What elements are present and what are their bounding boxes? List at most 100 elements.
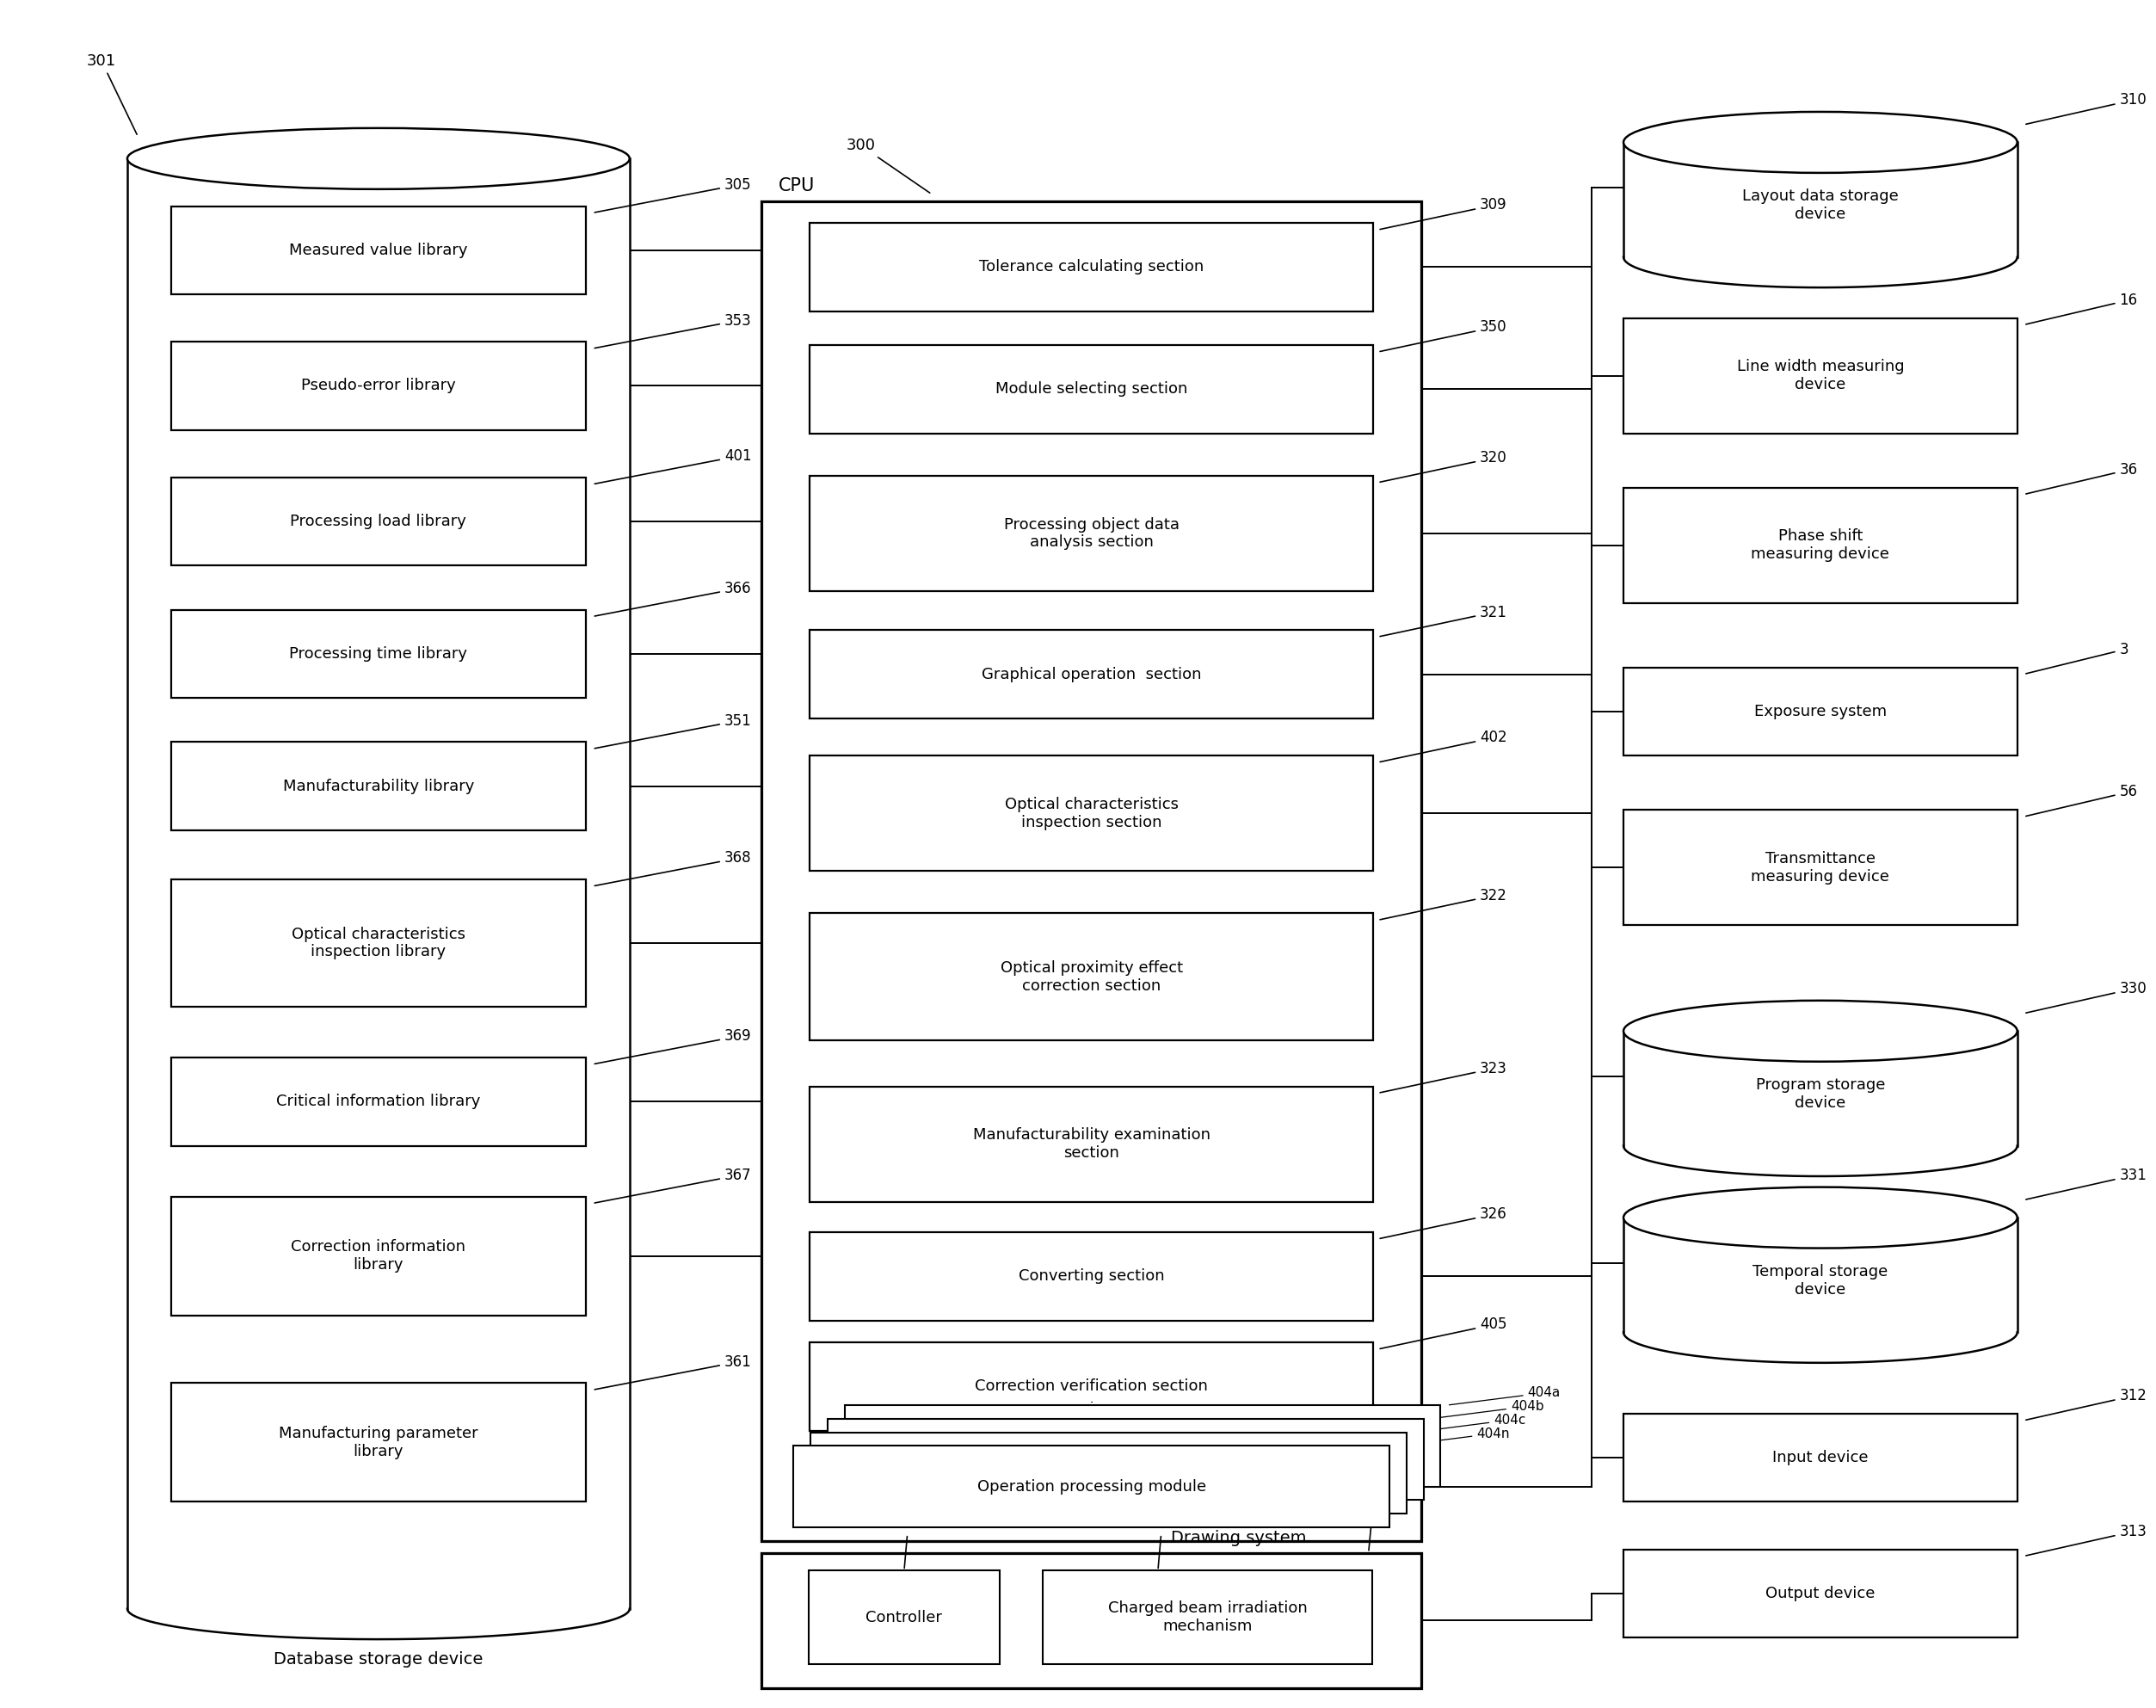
Text: Critical information library: Critical information library [276,1093,481,1110]
Bar [170,610,586,699]
Bar [808,477,1373,591]
Text: 350: 350 [1380,319,1507,352]
Bar [808,755,1373,871]
Text: Input device: Input device [1772,1450,1869,1465]
Text: Optical characteristics
inspection library: Optical characteristics inspection libra… [291,926,466,960]
Bar [1623,1414,2018,1501]
Text: Processing load library: Processing load library [291,514,466,529]
Ellipse shape [1623,1001,2018,1062]
Ellipse shape [1623,1187,2018,1249]
Bar [170,741,586,830]
Bar [808,224,1373,311]
Text: 331: 331 [2027,1168,2147,1199]
Bar [808,630,1373,719]
Text: Processing object data
analysis section: Processing object data analysis section [1005,518,1179,550]
Text: Charged beam irradiation
mechanism: Charged beam irradiation mechanism [1108,1600,1307,1635]
Bar [1623,1032,2018,1146]
Bar [170,1383,586,1501]
Bar [793,1447,1388,1527]
Text: 353: 353 [595,313,752,348]
Bar [1623,668,2018,755]
Text: Phase shift
measuring device: Phase shift measuring device [1751,529,1889,562]
Text: 366: 366 [595,581,752,617]
Text: Pseudo-error library: Pseudo-error library [302,377,455,393]
Text: Operation processing module: Operation processing module [977,1479,1205,1494]
Text: 404a: 404a [1449,1387,1561,1406]
Text: 310: 310 [2027,92,2147,125]
Text: 326: 326 [1380,1206,1507,1238]
Text: 231: 231 [893,1517,923,1568]
Text: 351: 351 [595,712,752,748]
Bar [170,1197,586,1315]
Text: 404c: 404c [1414,1414,1526,1431]
Bar [761,1553,1421,1689]
Text: 401: 401 [595,449,752,483]
Bar [808,1571,1000,1664]
Text: Exposure system: Exposure system [1755,704,1886,719]
Bar [808,345,1373,434]
Bar [1623,1549,2018,1638]
Bar [808,1086,1373,1202]
Text: 301: 301 [86,53,136,135]
Bar [811,1433,1406,1513]
Text: 405: 405 [1380,1317,1507,1349]
Bar [1623,488,2018,603]
Text: CPU: CPU [778,178,815,195]
Text: 56: 56 [2027,784,2137,816]
Text: Manufacturing parameter
library: Manufacturing parameter library [278,1426,479,1459]
Text: 367: 367 [595,1168,752,1202]
Bar [808,914,1373,1040]
Bar [1623,1218,2018,1332]
Text: Manufacturability library: Manufacturability library [282,779,474,794]
Text: 36: 36 [2027,463,2137,494]
Text: 323: 323 [1380,1061,1507,1093]
Text: 312: 312 [2027,1389,2147,1419]
Text: Layout data storage
device: Layout data storage device [1742,188,1899,222]
Text: 404b: 404b [1432,1401,1544,1418]
Text: 313: 313 [2027,1524,2147,1556]
Text: Correction information
library: Correction information library [291,1240,466,1272]
Text: Tolerance calculating section: Tolerance calculating section [979,260,1203,275]
Text: Module selecting section: Module selecting section [996,381,1188,396]
Text: Manufacturability examination
section: Manufacturability examination section [972,1127,1210,1161]
Text: 309: 309 [1380,198,1507,229]
Bar [808,1231,1373,1320]
Text: Optical proximity effect
correction section: Optical proximity effect correction sect… [1000,960,1184,994]
Text: 404n: 404n [1397,1428,1509,1445]
Text: Processing time library: Processing time library [289,646,468,661]
Text: 230: 230 [1147,1517,1177,1568]
Ellipse shape [1623,111,2018,173]
Text: 4: 4 [1369,1493,1378,1551]
Text: 305: 305 [595,178,752,212]
Text: 368: 368 [595,851,752,886]
Text: Graphical operation  section: Graphical operation section [981,666,1201,681]
Text: Transmittance
measuring device: Transmittance measuring device [1751,851,1889,885]
Bar [808,1342,1373,1431]
Text: Optical characteristics
inspection section: Optical characteristics inspection secti… [1005,796,1179,830]
Bar [170,342,586,430]
Bar [170,880,586,1006]
Bar [828,1419,1423,1500]
Text: 369: 369 [595,1028,752,1064]
Text: Correction verification section: Correction verification section [975,1378,1207,1394]
Bar [127,159,630,1609]
Text: 16: 16 [2027,292,2137,325]
Bar [1623,318,2018,434]
Text: Converting section: Converting section [1018,1269,1164,1284]
Bar [761,202,1421,1541]
Text: 3: 3 [2027,642,2128,673]
Ellipse shape [127,128,630,190]
Bar [845,1406,1440,1486]
Text: Database storage device: Database storage device [274,1652,483,1667]
Text: 361: 361 [595,1354,752,1390]
Text: Temporal storage
device: Temporal storage device [1753,1264,1889,1298]
Text: 321: 321 [1380,605,1507,637]
Text: Output device: Output device [1766,1585,1876,1600]
Text: 330: 330 [2027,980,2147,1013]
Text: Line width measuring
device: Line width measuring device [1736,359,1904,393]
Text: Controller: Controller [867,1609,942,1624]
Bar [170,478,586,565]
Bar [1623,810,2018,926]
Bar [170,1057,586,1146]
Text: Drawing system: Drawing system [1171,1530,1307,1546]
